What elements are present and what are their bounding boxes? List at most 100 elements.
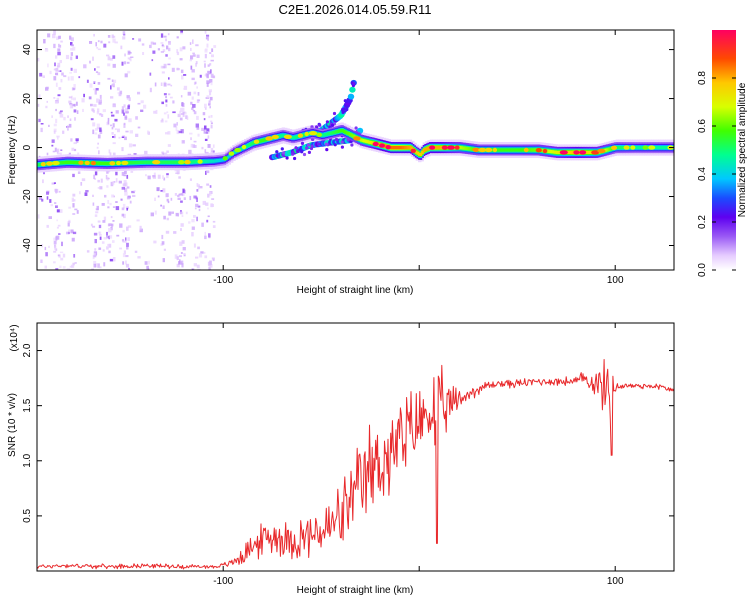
noise-speck [165,54,168,57]
ridge-cell [347,132,351,136]
spectrogram-y-ticks: -40 -20 0 20 40 [22,44,674,253]
noise-speck [163,215,166,220]
ridge-cell [659,146,663,150]
noise-speck [73,142,77,145]
noise-speck [211,198,215,200]
noise-speck [134,250,138,253]
noise-speck [156,187,160,192]
noise-speck [99,127,102,132]
ridge-cell [218,158,222,162]
noise-speck [160,120,164,123]
noise-speck [198,253,203,258]
colorbar: 0.0 0.2 0.4 0.6 0.8 Normalized spectral ampl… [697,30,748,277]
noise-speck [116,87,120,91]
noise-speck [112,79,117,83]
noise-speck [189,132,193,135]
noise-speck [162,188,166,193]
noise-speck [207,261,211,266]
noise-speck [97,142,99,145]
chart-title: C2E1.2026.014.05.59.R11 [279,2,432,17]
noise-speck [55,268,59,270]
noise-speck [109,57,113,61]
noise-speck [144,261,148,265]
noise-speck [53,128,57,133]
noise-speck [124,240,127,243]
ridge-cell [519,148,523,152]
noise-speck [42,179,44,184]
branch-speck [275,154,279,158]
ridge-cell [37,163,40,167]
noise-speck [209,106,211,109]
y-tick-label: 1.5 [22,398,33,412]
noise-speck [203,60,206,63]
colorbar-gradient [712,30,736,270]
ridge-cell [546,149,550,153]
y-tick-label: 0 [22,144,33,150]
noise-speck [47,33,51,38]
noise-speck [202,200,206,205]
noise-speck [161,151,164,154]
noise-speck [196,183,199,187]
ridge-cell [280,134,283,138]
noise-speck [207,64,210,67]
noise-speck [182,247,186,251]
noise-speck [196,197,198,202]
branch-speck [285,156,289,160]
spectrogram-frame [36,29,675,271]
ridge-blob [535,148,542,153]
ridge-cell [148,160,151,164]
noise-speck [60,78,63,83]
noise-speck [57,48,61,52]
noise-speck [75,55,78,59]
noise-speck [77,171,81,174]
noise-speck [185,115,188,119]
noise-speck [206,34,210,37]
ridge-cell [258,139,261,143]
noise-speck [116,234,120,237]
noise-speck [166,175,169,179]
noise-speck [130,56,134,58]
ridge-cell [557,150,561,154]
noise-speck [58,35,61,39]
noise-speck [70,52,73,56]
ridge-cell [106,161,109,166]
ridge-blob [591,150,600,155]
branch-speck [325,148,329,152]
noise-speck [121,207,125,211]
noise-speck [165,95,167,99]
noise-speck [115,171,118,176]
noise-speck [139,228,143,233]
noise-speck [108,41,111,44]
noise-speck [210,82,213,86]
ridge-cell [607,147,611,151]
ridge-blob [316,132,323,137]
noise-speck [191,268,194,270]
noise-speck [72,46,76,51]
ridge-cell [328,131,332,135]
noise-speck [119,90,123,95]
noise-speck [73,68,77,73]
noise-speck [76,110,79,114]
noise-speck [190,47,192,51]
noise-speck [115,178,118,183]
noise-speck [192,104,196,108]
noise-speck [55,82,58,87]
noise-speck [178,130,182,134]
noise-speck [151,59,154,62]
ridge-cell [661,146,664,150]
noise-speck [54,101,59,104]
ridge-blob [304,131,309,137]
noise-speck [121,213,124,217]
ridge-blob [484,147,493,153]
noise-speck [46,224,49,228]
noise-speck [196,86,198,89]
noise-speck [72,262,75,266]
noise-speck [189,195,192,201]
ridge-cell [352,134,355,138]
branch-speck [282,151,286,155]
noise-speck [99,236,102,240]
noise-speck [55,205,58,208]
ridge-blob [573,150,580,155]
noise-speck [183,85,188,90]
noise-speck [126,95,130,99]
